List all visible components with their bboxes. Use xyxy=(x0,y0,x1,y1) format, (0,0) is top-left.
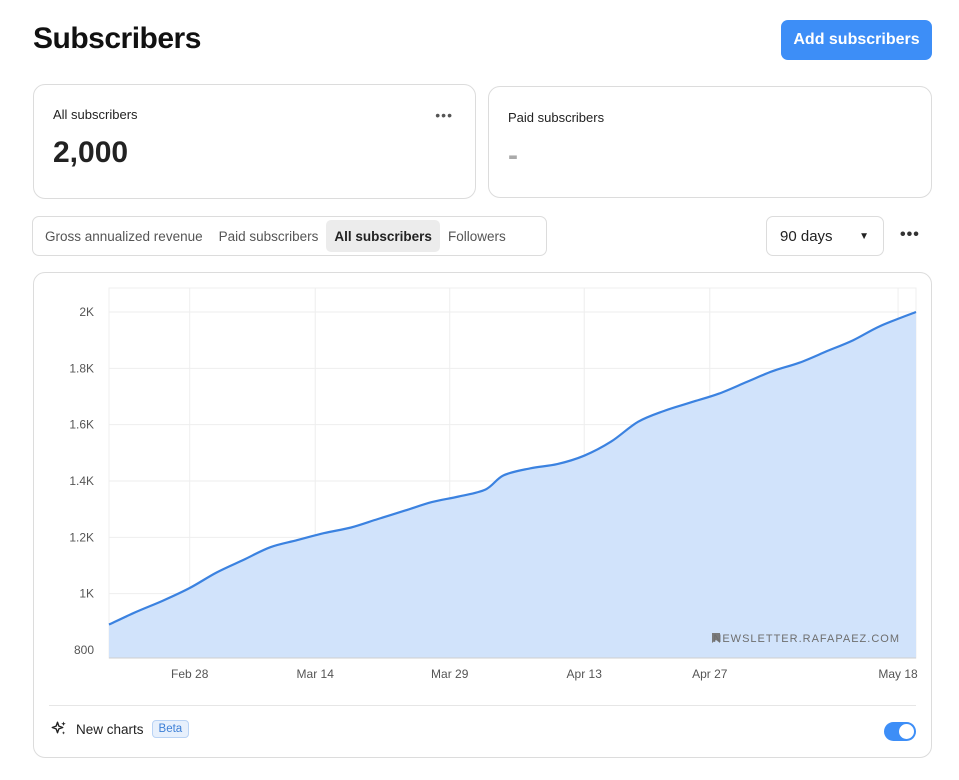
x-tick-label: Feb 28 xyxy=(171,667,209,681)
more-horizontal-icon[interactable]: ••• xyxy=(435,107,453,123)
add-subscribers-button[interactable]: Add subscribers xyxy=(781,20,932,60)
stat-label: All subscribers xyxy=(53,107,138,122)
x-tick-label: Mar 29 xyxy=(431,667,469,681)
metric-tabs: Gross annualized revenue Paid subscriber… xyxy=(32,216,547,256)
y-tick-label: 2K xyxy=(79,305,94,319)
chart-card: 800 1K 1.2K 1.4K 1.6K 1.8K 2K Feb 28 Mar 14 Mar 2… xyxy=(33,272,932,758)
y-tick-label: 800 xyxy=(74,643,94,657)
divider xyxy=(49,705,916,706)
x-tick-label: Mar 14 xyxy=(297,667,335,681)
series-line xyxy=(108,310,917,626)
y-tick-label: 1.4K xyxy=(69,474,94,488)
x-tick-label: Apr 13 xyxy=(567,667,603,681)
tab-paid-subscribers[interactable]: Paid subscribers xyxy=(218,228,319,244)
page-title: Subscribers xyxy=(33,22,201,55)
y-tick-label: 1.8K xyxy=(69,361,94,375)
tab-all-subscribers[interactable]: All subscribers xyxy=(326,220,440,252)
y-tick-label: 1.2K xyxy=(69,530,94,544)
beta-badge: Beta xyxy=(151,720,190,738)
stat-card-paid-subscribers: Paid subscribers - xyxy=(488,86,932,198)
x-tick-label: Apr 27 xyxy=(692,667,728,681)
sparkle-icon xyxy=(51,721,66,735)
new-charts-footer: New charts Beta xyxy=(50,720,190,738)
stat-label: Paid subscribers xyxy=(508,110,605,125)
stat-card-all-subscribers: All subscribers 2,000 ••• xyxy=(33,84,476,199)
tab-gross-annualized-revenue[interactable]: Gross annualized revenue xyxy=(45,228,203,244)
tab-followers[interactable]: Followers xyxy=(447,228,506,244)
watermark-text: NEWSLETTER.RAFAPAEZ.COM xyxy=(713,633,900,645)
stat-value: 2,000 xyxy=(53,136,129,169)
new-charts-toggle[interactable] xyxy=(884,722,916,741)
range-select[interactable]: 90 days ▼ xyxy=(766,216,884,256)
range-select-value: 90 days xyxy=(780,227,833,245)
subscribers-chart: 800 1K 1.2K 1.4K 1.6K 1.8K 2K Feb 28 Mar 14 Mar 2… xyxy=(69,287,918,681)
y-tick-label: 1K xyxy=(79,587,94,601)
caret-down-icon: ▼ xyxy=(859,230,869,242)
y-tick-label: 1.6K xyxy=(69,418,94,432)
stat-value: - xyxy=(508,139,518,172)
new-charts-label: New charts xyxy=(76,721,144,737)
more-horizontal-icon[interactable]: ••• xyxy=(900,226,920,243)
area-fill xyxy=(109,312,916,658)
toggle-knob xyxy=(899,724,914,739)
bookmark-icon xyxy=(712,633,720,643)
x-tick-label: May 18 xyxy=(878,667,918,681)
